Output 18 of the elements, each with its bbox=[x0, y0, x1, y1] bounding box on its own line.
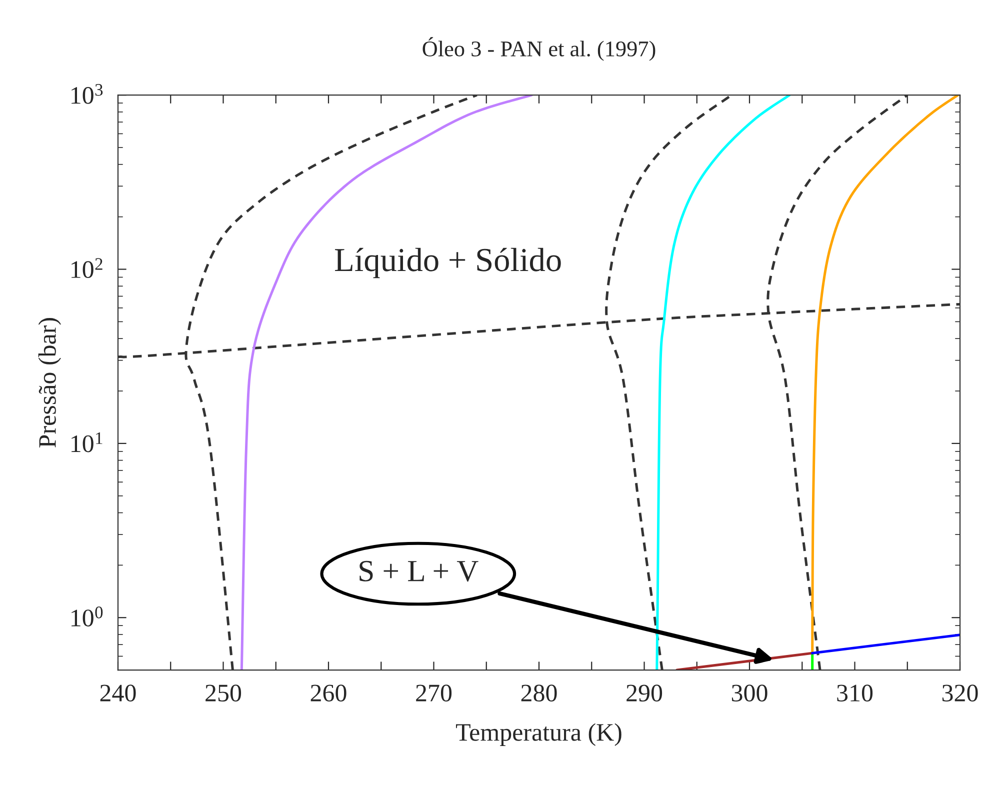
x-tick-label: 270 bbox=[416, 684, 452, 702]
x-tick-label: 310 bbox=[837, 684, 873, 702]
y-tick-label: 10$^{2}$ bbox=[72, 258, 102, 278]
annotation: Líquido + Sólido bbox=[334, 248, 561, 278]
y-tick-label: 10$^{1}$ bbox=[72, 432, 102, 452]
x-tick-label: 260 bbox=[310, 684, 346, 702]
x-axis-title: Temperatura (K) bbox=[456, 723, 622, 746]
x-tick-label: 240 bbox=[100, 684, 136, 702]
annotation: S + L + V bbox=[360, 560, 478, 582]
x-tick-label: 250 bbox=[206, 684, 242, 702]
x-tick-label: 280 bbox=[521, 684, 557, 702]
x-tick-label: 300 bbox=[732, 684, 768, 702]
x-tick-label: 320 bbox=[942, 684, 978, 702]
y-tick-label: 10$^{3}$ bbox=[72, 84, 103, 104]
x-tick-label: 290 bbox=[626, 684, 662, 702]
chart-title: Óleo 3 - PAN et al. (1997) bbox=[422, 37, 656, 61]
y-tick-label: 10$^{0}$ bbox=[72, 606, 103, 626]
y-axis-title: Pressão (bar) bbox=[38, 318, 62, 448]
